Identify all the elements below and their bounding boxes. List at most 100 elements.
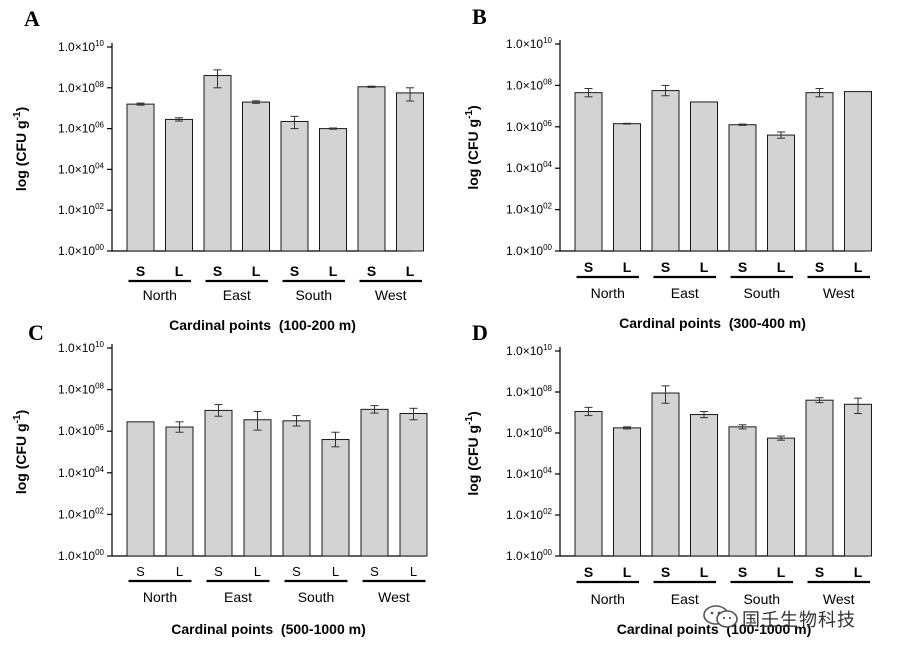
bar bbox=[574, 410, 603, 557]
bar-category-label: S bbox=[661, 259, 670, 275]
y-tick-label: 1.0×1006 bbox=[506, 425, 552, 440]
bar bbox=[242, 101, 270, 252]
y-tick-label: 1.0×1002 bbox=[506, 507, 552, 522]
bar-category-label: S bbox=[815, 259, 824, 275]
bar-category-label: L bbox=[777, 259, 786, 275]
group-label: North bbox=[143, 287, 177, 303]
group-label: South bbox=[298, 589, 335, 605]
group-label: South bbox=[295, 287, 332, 303]
y-tick-label: 1.0×1006 bbox=[58, 121, 104, 136]
bar-category-label: L bbox=[176, 564, 183, 579]
bar bbox=[282, 420, 311, 557]
chart-panel-a: A 1.0×1000 1.0×1002 1.0×1004 1.0×1006 1.0×100… bbox=[12, 6, 424, 333]
group-label: West bbox=[375, 287, 407, 303]
y-tick-label: 1.0×1004 bbox=[58, 161, 104, 176]
x-axis-label: Cardinal points (300-400 m) bbox=[619, 315, 806, 331]
bar bbox=[399, 413, 428, 557]
bar-category-label: L bbox=[700, 259, 709, 275]
y-tick-label: 1.0×1008 bbox=[58, 382, 104, 397]
y-tick-label: 1.0×1006 bbox=[58, 423, 104, 438]
bar-category-label: S bbox=[290, 263, 299, 279]
bar bbox=[844, 91, 872, 252]
bar bbox=[728, 426, 757, 557]
bar-category-label: L bbox=[254, 564, 261, 579]
panel-letter: A bbox=[24, 6, 40, 31]
y-tick-label: 1.0×1004 bbox=[506, 160, 552, 175]
bar-category-label: L bbox=[623, 564, 632, 580]
chart-panel-b: B 1.0×1000 1.0×1002 1.0×1004 1.0×1006 1.0×100… bbox=[464, 4, 872, 331]
group-label: North bbox=[143, 589, 177, 605]
y-tick-label: 1.0×1000 bbox=[58, 243, 104, 258]
bar bbox=[321, 439, 350, 557]
bar-category-label: L bbox=[623, 259, 632, 275]
group-label: North bbox=[591, 285, 625, 301]
bar-category-label: L bbox=[252, 263, 261, 279]
bar bbox=[165, 118, 193, 252]
watermark-text: 国壬生物科技 bbox=[742, 610, 856, 631]
bar-category-label: L bbox=[329, 263, 338, 279]
y-tick-label: 1.0×1008 bbox=[506, 384, 552, 399]
y-tick-label: 1.0×1004 bbox=[58, 465, 104, 480]
bar bbox=[728, 124, 757, 252]
chart-panel-c: C 1.0×1000 1.0×1002 1.0×1004 1.0×1006 1.0×100… bbox=[12, 320, 428, 637]
bar-category-label: S bbox=[214, 564, 223, 579]
y-tick-label: 1.0×1006 bbox=[506, 119, 552, 134]
watermark: 国壬生物科技 bbox=[702, 604, 892, 631]
bar bbox=[805, 92, 834, 252]
bar-category-label: S bbox=[213, 263, 222, 279]
x-axis-label: Cardinal points (100-200 m) bbox=[169, 317, 356, 333]
bar bbox=[805, 399, 834, 557]
bar bbox=[204, 409, 233, 557]
panel-letter: D bbox=[472, 320, 488, 345]
bar bbox=[126, 421, 155, 557]
bar bbox=[357, 86, 386, 252]
bar-category-label: L bbox=[410, 564, 417, 579]
x-axis-label: Cardinal points (500-1000 m) bbox=[171, 621, 366, 637]
y-axis-label: log (CFU g-1) bbox=[464, 105, 481, 189]
group-label: West bbox=[378, 589, 410, 605]
bar-category-label: L bbox=[332, 564, 339, 579]
bar bbox=[651, 90, 680, 252]
y-axis-label: log (CFU g-1) bbox=[12, 410, 29, 494]
bar bbox=[126, 103, 155, 252]
bar bbox=[613, 123, 641, 252]
bar bbox=[690, 414, 718, 557]
bar bbox=[767, 437, 795, 557]
y-tick-label: 1.0×1002 bbox=[506, 202, 552, 217]
bar bbox=[165, 426, 194, 557]
bar-category-label: S bbox=[367, 263, 376, 279]
y-tick-label: 1.0×1010 bbox=[506, 343, 552, 358]
group-label: East bbox=[671, 591, 699, 607]
group-label: East bbox=[223, 287, 251, 303]
y-tick-label: 1.0×1000 bbox=[506, 548, 552, 563]
y-tick-label: 1.0×1010 bbox=[58, 340, 104, 355]
group-label: South bbox=[743, 591, 780, 607]
y-tick-label: 1.0×1000 bbox=[58, 548, 104, 563]
wechat-logo-icon bbox=[703, 605, 738, 628]
bar-category-label: S bbox=[136, 263, 145, 279]
bar bbox=[767, 134, 795, 252]
bar bbox=[203, 75, 232, 252]
bar bbox=[690, 101, 718, 252]
bar-category-label: S bbox=[292, 564, 301, 579]
bar-category-label: L bbox=[406, 263, 415, 279]
panel-letter: B bbox=[472, 4, 487, 29]
bar bbox=[280, 120, 309, 252]
bar bbox=[243, 419, 272, 557]
bar-category-label: S bbox=[584, 259, 593, 275]
bar-category-label: L bbox=[175, 263, 184, 279]
y-tick-label: 1.0×1004 bbox=[506, 466, 552, 481]
group-label: East bbox=[671, 285, 699, 301]
bar-category-label: S bbox=[661, 564, 670, 580]
y-tick-label: 1.0×1002 bbox=[58, 506, 104, 521]
bar bbox=[574, 92, 603, 252]
bar bbox=[844, 403, 872, 557]
bar-category-label: S bbox=[738, 259, 747, 275]
y-tick-label: 1.0×1008 bbox=[506, 77, 552, 92]
y-tick-label: 1.0×1010 bbox=[506, 36, 552, 51]
panel-letter: C bbox=[28, 320, 44, 345]
x-axis-label: Cardinal points (100-1000 m) bbox=[617, 621, 812, 637]
y-tick-label: 1.0×1010 bbox=[58, 39, 104, 54]
bar-category-label: L bbox=[777, 564, 786, 580]
